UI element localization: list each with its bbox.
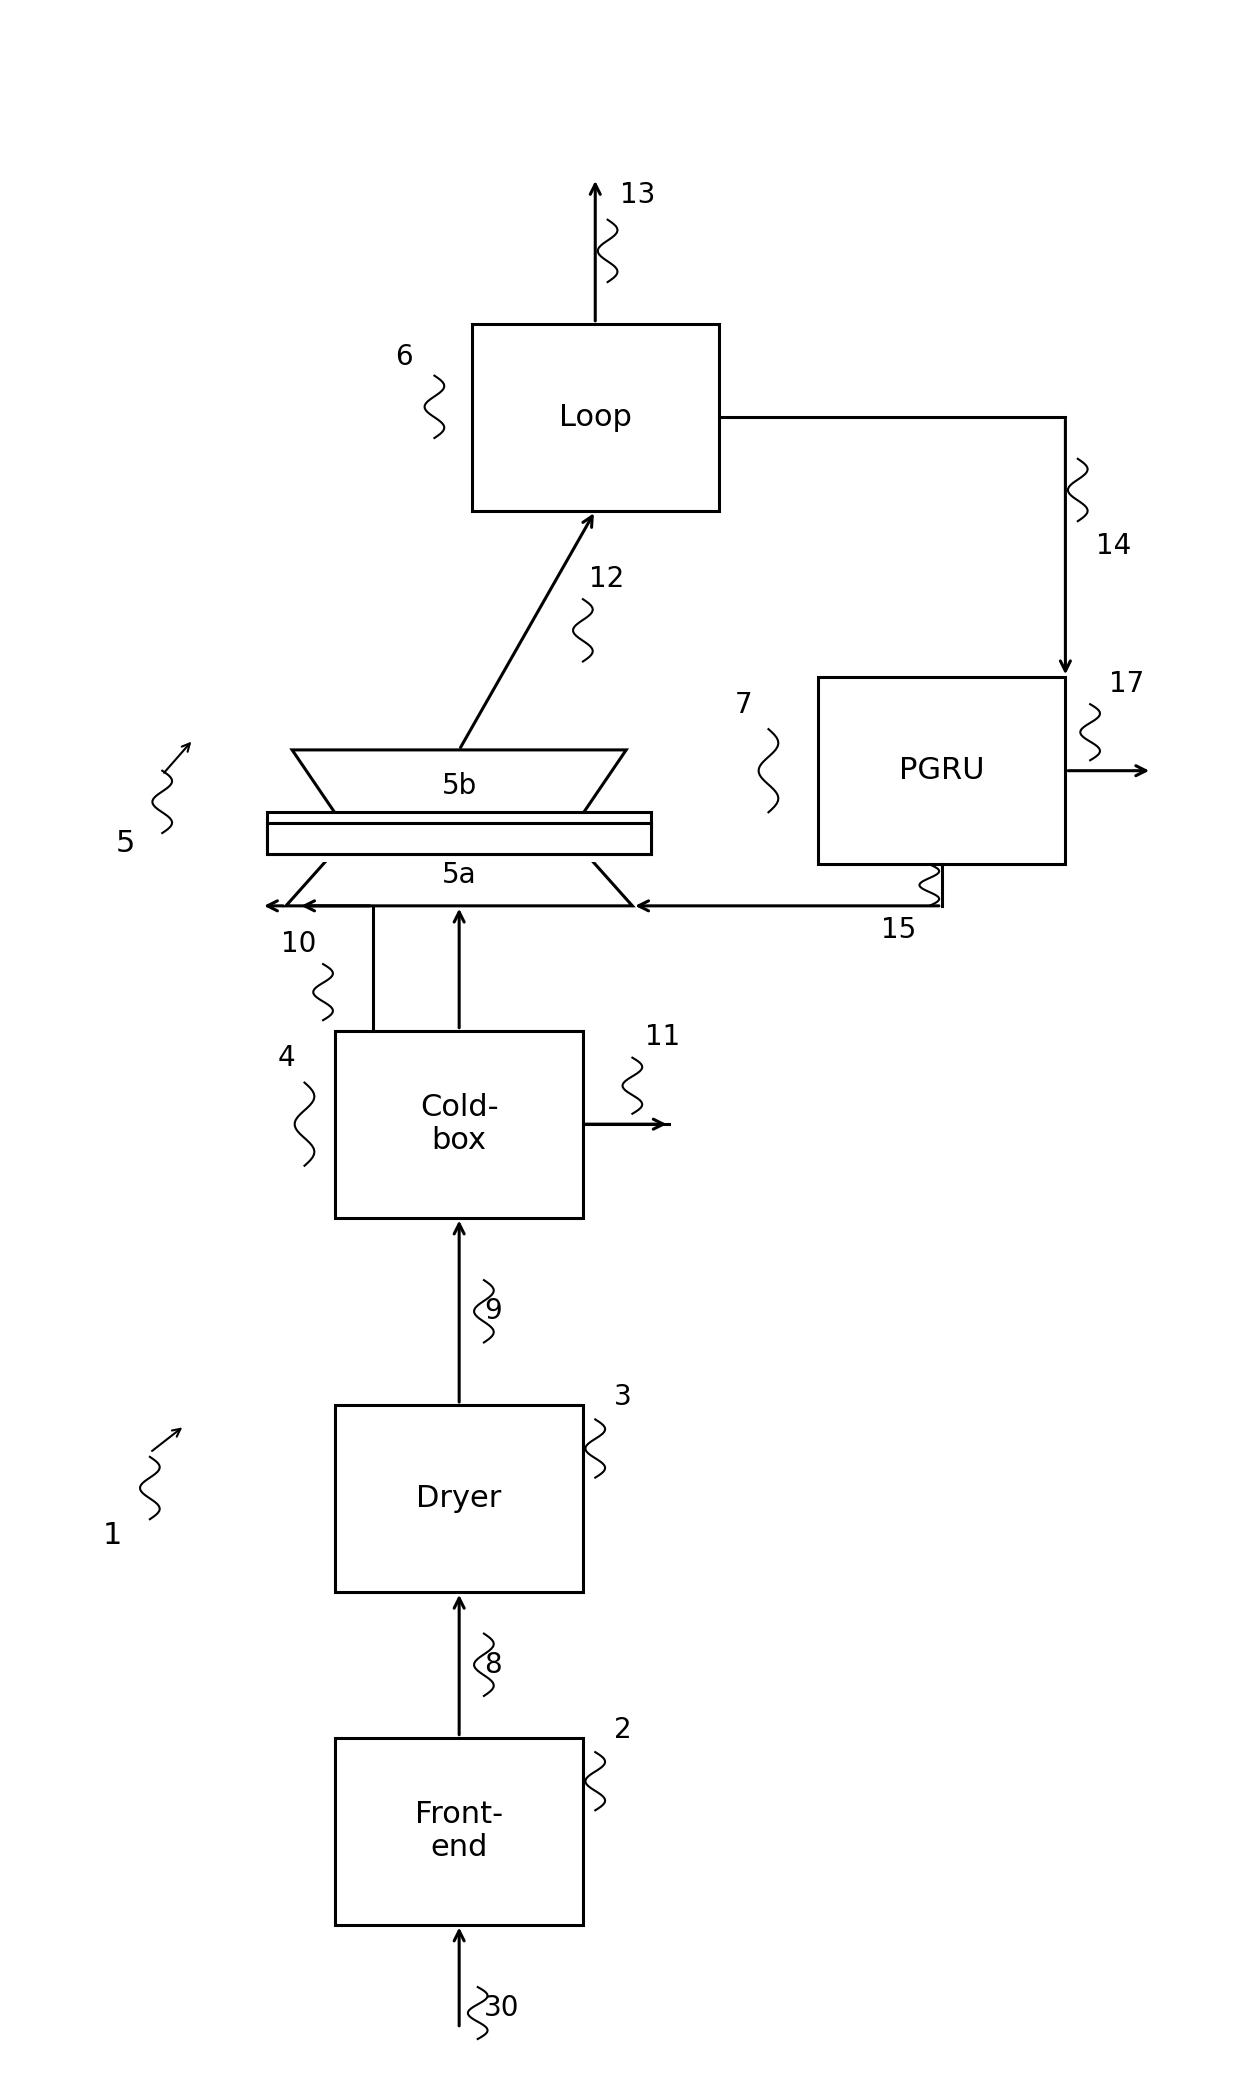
Text: 9: 9: [484, 1297, 502, 1326]
FancyBboxPatch shape: [336, 1031, 583, 1218]
Text: 3: 3: [614, 1382, 631, 1412]
Text: 17: 17: [1109, 670, 1145, 697]
FancyBboxPatch shape: [471, 323, 719, 510]
Text: Front-
end: Front- end: [415, 1799, 503, 1863]
Text: Cold-
box: Cold- box: [420, 1093, 498, 1156]
Text: 4: 4: [277, 1045, 295, 1072]
Text: 15: 15: [880, 916, 916, 945]
Text: 11: 11: [645, 1024, 680, 1051]
Text: Dryer: Dryer: [417, 1484, 502, 1514]
Text: 8: 8: [484, 1651, 501, 1678]
Text: 5a: 5a: [441, 860, 476, 889]
Text: 12: 12: [589, 564, 624, 593]
FancyBboxPatch shape: [336, 1738, 583, 1924]
Text: 10: 10: [280, 931, 316, 958]
FancyBboxPatch shape: [268, 822, 651, 854]
Bar: [268, 824, 651, 862]
Text: 5b: 5b: [441, 772, 477, 799]
FancyBboxPatch shape: [818, 677, 1065, 864]
Text: 14: 14: [1096, 531, 1132, 560]
Text: 1: 1: [103, 1522, 123, 1551]
Text: 2: 2: [614, 1716, 631, 1745]
Text: 7: 7: [735, 691, 753, 718]
Text: PGRU: PGRU: [899, 756, 985, 785]
FancyBboxPatch shape: [336, 1405, 583, 1593]
Text: 6: 6: [394, 344, 412, 371]
Text: 5: 5: [115, 829, 135, 858]
Text: Loop: Loop: [559, 402, 631, 431]
Text: 13: 13: [620, 181, 656, 210]
Text: 30: 30: [484, 1995, 520, 2022]
FancyBboxPatch shape: [268, 812, 651, 854]
